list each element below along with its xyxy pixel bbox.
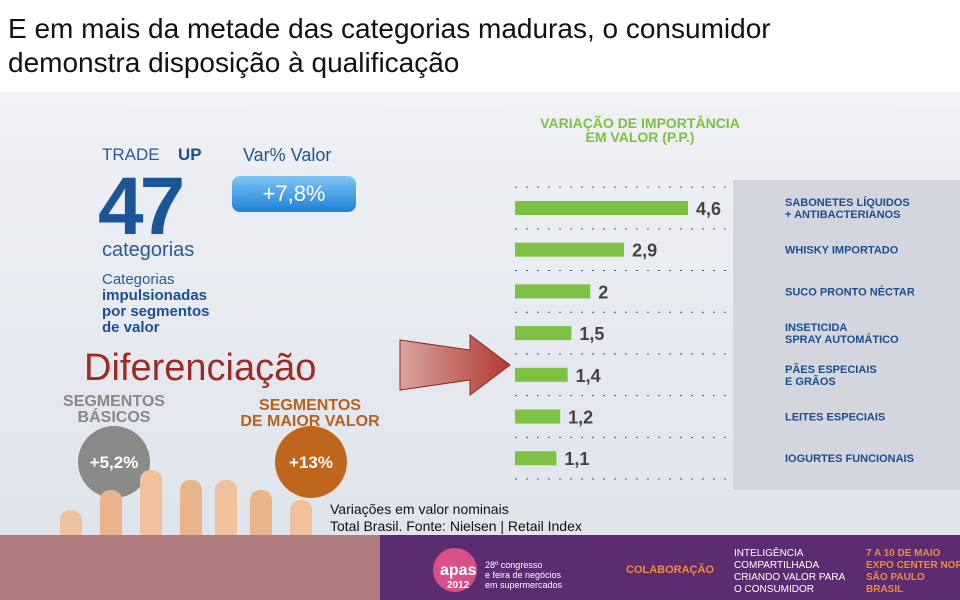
category-label: INSETICIDA	[785, 322, 847, 334]
value-label: 1,2	[568, 408, 593, 428]
title: demonstra disposição à qualificação	[8, 47, 459, 78]
label-panel	[733, 180, 960, 490]
basic-circle	[78, 426, 150, 498]
event-text: e feira de negócios	[485, 570, 562, 580]
diferenciacao: Diferenciação	[84, 347, 316, 389]
slogan: CRIANDO VALOR PARA	[734, 572, 846, 583]
chart-title: VARIAÇÃO DE IMPORTÂNCIA	[540, 114, 740, 131]
value-label: 2	[598, 282, 608, 302]
premium-circle	[275, 426, 347, 498]
category-label: PÃES ESPECIAIS	[785, 363, 877, 376]
event-info: BRASIL	[866, 584, 903, 595]
description-bold: por segmentos	[102, 303, 210, 320]
bar	[515, 284, 591, 299]
event-info: EXPO CENTER NORTE	[866, 560, 960, 571]
category-label: SPRAY AUTOMÁTICO	[785, 333, 899, 346]
title: E em mais da metade das categorias madur…	[8, 13, 771, 44]
bar	[515, 409, 561, 424]
category-label: WHISKY IMPORTADO	[785, 245, 899, 257]
basic-label: SEGMENTOS	[63, 393, 165, 410]
logo-year: 2012	[447, 580, 470, 591]
premium-label: SEGMENTOS	[259, 397, 361, 414]
event-text: em supermercados	[485, 580, 563, 590]
bar	[515, 242, 625, 257]
trade-label: TRADE	[102, 145, 160, 164]
category-label: IOGURTES FUNCIONAIS	[785, 453, 914, 465]
category-label: LEITES ESPECIAIS	[785, 412, 885, 424]
count-label: categorias	[102, 239, 194, 261]
slogan: INTELIGÊNCIA	[734, 546, 804, 559]
slogan: COMPARTILHADA	[734, 560, 820, 571]
up-label: UP	[178, 145, 202, 164]
arrow	[399, 334, 511, 396]
category-label: + ANTIBACTERIANOS	[785, 209, 900, 221]
var-pill	[232, 176, 356, 212]
value-label: 4,6	[696, 199, 721, 219]
bar	[515, 201, 688, 215]
var-value: +7,8%	[263, 181, 326, 206]
bar	[515, 367, 568, 382]
footnote: Variações em valor nominais	[330, 501, 509, 517]
description-bold: impulsionadas	[102, 287, 207, 304]
value-label: 1,1	[564, 449, 589, 469]
premium-label: DE MAIOR VALOR	[240, 413, 380, 430]
premium-value: +13%	[289, 453, 333, 472]
event-info: 7 A 10 DE MAIO	[866, 548, 940, 559]
bar	[515, 326, 572, 341]
event-info: SÃO PAULO	[866, 570, 925, 583]
chart-title: EM VALOR (P.P.)	[586, 129, 695, 145]
title-band	[0, 0, 960, 92]
slogan: O CONSUMIDOR	[734, 584, 814, 595]
category-label: SUCO PRONTO NÉCTAR	[785, 285, 915, 298]
value-label: 1,5	[579, 324, 604, 344]
event-text: 28º congresso	[485, 560, 542, 570]
category-label: E GRÃOS	[785, 375, 836, 388]
colaboracao: COLABORAÇÃO	[626, 563, 714, 576]
apas-logo-mark	[433, 548, 477, 592]
basic-value: +5,2%	[90, 453, 139, 472]
footer-hands	[0, 535, 380, 600]
description-bold: de valor	[102, 319, 160, 336]
category-label: SABONETES LÍQUIDOS	[785, 196, 910, 209]
description: Categorias	[102, 271, 175, 288]
basic-label: BÁSICOS	[78, 407, 151, 426]
var-label: Var% Valor	[243, 145, 331, 165]
logo: apas	[440, 562, 477, 579]
value-label: 2,9	[632, 241, 657, 261]
value-label: 1,4	[576, 366, 601, 386]
bar	[515, 451, 557, 466]
count: 47	[98, 161, 182, 252]
footnote: Total Brasil. Fonte: Nielsen | Retail In…	[330, 518, 582, 534]
